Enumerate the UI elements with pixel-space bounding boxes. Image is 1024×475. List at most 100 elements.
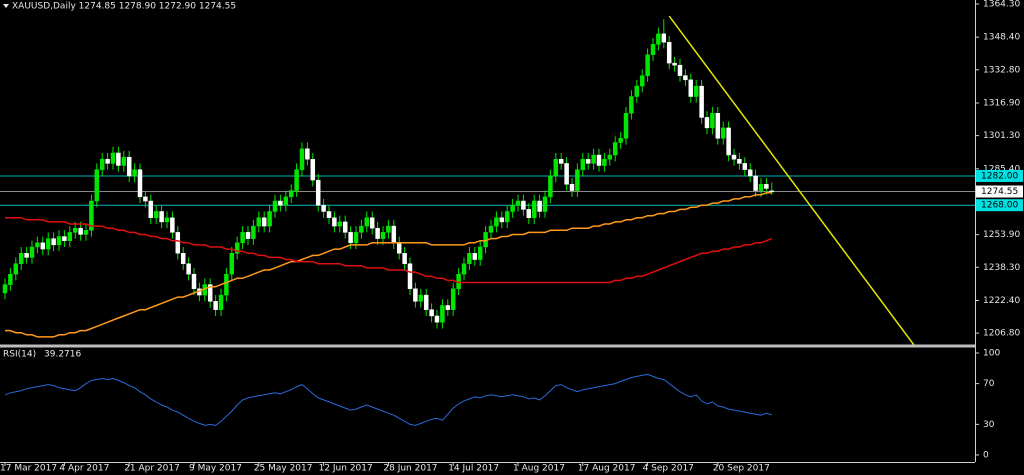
rsi-tick-label: 100 — [983, 348, 1000, 358]
candle-body — [467, 253, 472, 264]
candle-body — [170, 217, 175, 233]
candle-body — [326, 211, 332, 218]
rsi-panel — [4, 373, 772, 426]
candle-body — [688, 79, 694, 97]
candle-body — [537, 200, 542, 212]
candle-body — [429, 309, 434, 317]
candle-body — [35, 242, 40, 248]
candle-body — [294, 169, 299, 191]
candle-body — [666, 41, 672, 64]
candle-body — [531, 200, 537, 218]
candle-body — [726, 127, 731, 156]
candle-body — [143, 196, 148, 202]
candle-body — [720, 127, 726, 139]
price-tag — [976, 169, 1023, 182]
chart-header: XAUUSD,Daily 1274.85 1278.90 1272.90 127… — [12, 2, 236, 12]
x-tick-label: 25 May 2017 — [254, 464, 313, 474]
candle-body — [213, 301, 218, 310]
candle-body — [499, 217, 505, 223]
rsi-tick-label: 70 — [983, 379, 995, 389]
candle-body — [375, 227, 380, 239]
moving-average — [5, 216, 773, 284]
candle-body — [234, 242, 240, 254]
candle-body — [240, 232, 245, 244]
candle-body — [94, 169, 100, 202]
x-tick-label: 20 Sep 2017 — [713, 464, 770, 474]
candle-body — [310, 158, 316, 181]
price-tag — [976, 185, 1023, 198]
candle-body — [764, 184, 769, 189]
candle-body — [742, 163, 748, 170]
candle-body — [8, 273, 13, 285]
candle-body — [218, 294, 224, 310]
candle-body — [45, 238, 51, 250]
candle-body — [423, 294, 429, 310]
price-tag-label: 1282.00 — [981, 171, 1018, 181]
candle-body — [72, 227, 78, 233]
candle-body — [683, 75, 688, 81]
trend-line — [668, 15, 915, 345]
candle-body — [229, 253, 235, 275]
y-tick-label: 1285.40 — [983, 164, 1020, 174]
candle-body — [504, 211, 510, 223]
candle-body — [116, 152, 121, 166]
candle-body — [186, 263, 191, 275]
x-tick-label: 4 Apr 2017 — [59, 464, 109, 474]
price-panel — [0, 15, 975, 345]
candle-body — [440, 305, 445, 323]
candle-body — [434, 315, 440, 323]
candle-body — [629, 96, 634, 114]
candle-body — [13, 263, 19, 275]
candle-body — [618, 138, 623, 143]
candle-body — [137, 169, 143, 198]
candle-body — [83, 230, 89, 235]
y-tick-label: 1332.80 — [983, 65, 1020, 75]
candle-body — [494, 217, 499, 227]
menu-arrow — [3, 4, 9, 8]
candle-body — [396, 242, 402, 254]
candle-body — [369, 217, 375, 229]
candle-body — [731, 154, 737, 160]
x-tick-label: 9 May 2017 — [189, 464, 242, 474]
rsi-value: 39.2716 — [44, 350, 81, 360]
candle-body — [18, 253, 24, 264]
y-tick-label: 1222.40 — [983, 296, 1020, 306]
candle-body — [278, 200, 283, 206]
x-tick-label: 14 Jul 2017 — [448, 464, 499, 474]
candle-body — [67, 232, 73, 241]
candle-body — [245, 232, 251, 239]
candle-body — [342, 221, 348, 233]
candle-body — [472, 253, 478, 260]
candle-body — [321, 204, 326, 212]
candle-body — [769, 190, 775, 193]
candle-body — [159, 211, 164, 223]
candle-body — [251, 225, 256, 239]
candle-body — [359, 225, 364, 233]
candle-body — [391, 225, 397, 244]
rsi-line — [4, 373, 772, 426]
candle-body — [526, 209, 532, 218]
candle-body — [596, 154, 602, 166]
candle-body — [656, 33, 661, 45]
candle-body — [661, 33, 667, 43]
candle-body — [105, 158, 110, 164]
candle-body — [305, 148, 310, 160]
candle-body — [445, 305, 451, 310]
candle-body — [645, 54, 650, 76]
candle-body — [548, 175, 553, 198]
candle-body — [24, 253, 29, 258]
candle-body — [591, 154, 596, 164]
candle-body — [672, 62, 677, 66]
candle-body — [348, 232, 353, 244]
y-tick-label: 1316.90 — [983, 99, 1020, 109]
candle-body — [602, 158, 607, 166]
candle-body — [612, 142, 618, 156]
candle-body — [353, 232, 359, 244]
candle-body — [710, 113, 715, 129]
candle-body — [126, 156, 132, 177]
candle-body — [132, 169, 137, 177]
candle-body — [413, 288, 418, 302]
candle-body — [521, 200, 526, 210]
